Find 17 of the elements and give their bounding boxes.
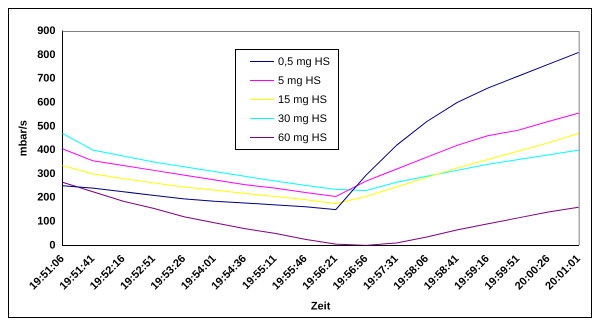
legend-label: 15 mg HS <box>278 94 327 106</box>
y-tick-label: 900 <box>37 25 56 38</box>
y-tick-label: 700 <box>37 72 56 85</box>
y-tick-label: 200 <box>37 192 56 204</box>
y-tick-label: 300 <box>37 168 56 180</box>
y-tick-label: 0 <box>49 239 56 252</box>
y-tick-label: 500 <box>37 120 56 132</box>
y-tick-label: 600 <box>37 96 56 108</box>
x-axis-title: Zeit <box>310 300 331 312</box>
legend-label: 60 mg HS <box>278 132 327 144</box>
y-tick-label: 100 <box>37 216 56 228</box>
y-tick-label: 400 <box>37 144 56 156</box>
legend-label: 30 mg HS <box>278 112 327 124</box>
y-tick-label: 800 <box>37 48 56 61</box>
y-axis-title: mbar/s <box>18 120 30 156</box>
legend-label: 0,5 mg HS <box>278 56 330 68</box>
legend-label: 5 mg HS <box>278 74 321 86</box>
